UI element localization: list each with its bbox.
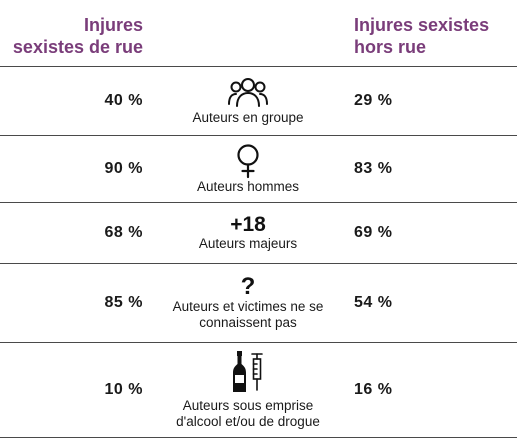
row-center-men: Auteurs hommes	[150, 136, 346, 202]
comparison-table: 40 % Auteurs en groupe 29 % 90 %	[0, 66, 517, 438]
value-street-adults: 68 %	[104, 224, 143, 241]
male-symbol-icon	[233, 143, 263, 179]
row-label-men: Auteurs hommes	[196, 179, 300, 194]
value-offstreet-adults: 69 %	[354, 224, 393, 241]
table-row-substances: 10 %	[0, 342, 517, 438]
value-offstreet-group: 29 %	[354, 92, 393, 109]
row-label-adults: Auteurs majeurs	[198, 236, 298, 251]
row-center-substances: Auteurs sous emprise d'alcool et/ou de d…	[150, 343, 346, 437]
value-street-men: 90 %	[104, 160, 143, 177]
row-label-substances: Auteurs sous emprise d'alcool et/ou de d…	[176, 398, 320, 429]
row-label-group: Auteurs en groupe	[192, 110, 304, 125]
value-offstreet-men: 83 %	[354, 160, 393, 177]
group-icon	[228, 76, 268, 110]
row-label-strangers: Auteurs et victimes ne se connaissent pa…	[172, 299, 324, 330]
table-row-adults: 68 % +18 Auteurs majeurs 69 %	[0, 202, 517, 263]
question-mark-icon: ?	[240, 273, 256, 300]
value-offstreet-strangers: 54 %	[354, 294, 393, 311]
value-street-strangers: 85 %	[104, 294, 143, 311]
row-center-group: Auteurs en groupe	[150, 67, 346, 135]
value-street-group: 40 %	[104, 92, 143, 109]
row-center-adults: +18 Auteurs majeurs	[150, 203, 346, 263]
value-offstreet-substances: 16 %	[354, 381, 393, 398]
row-center-strangers: ? Auteurs et victimes ne se connaissent …	[150, 264, 346, 342]
plus18-icon: +18	[230, 213, 266, 236]
table-row-strangers: 85 % ? Auteurs et victimes ne se connais…	[0, 263, 517, 342]
header-street-insults: Injures sexistes de rue	[12, 15, 143, 57]
table-row-group: 40 % Auteurs en groupe 29 %	[0, 66, 517, 135]
table-row-men: 90 % Auteurs hommes 83 %	[0, 135, 517, 202]
bottle-syringe-icon	[230, 350, 266, 394]
header-offstreet-insults: Injures sexistes hors rue	[354, 15, 490, 57]
value-street-substances: 10 %	[104, 381, 143, 398]
